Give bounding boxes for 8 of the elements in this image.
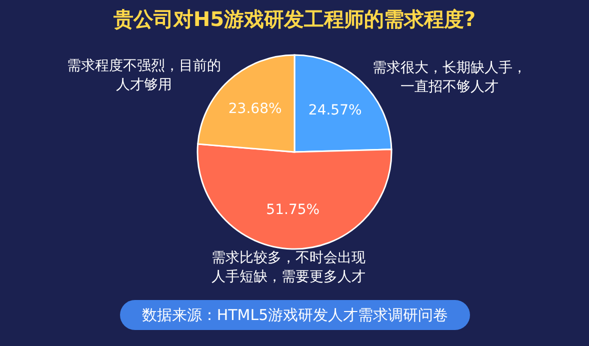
data-label: 23.68%	[228, 101, 282, 118]
slice-label: 需求比较多，不时会出现人手短缺，需要更多人才	[211, 250, 366, 285]
source-note: 数据来源：HTML5游戏研发人才需求调研问卷	[120, 300, 470, 330]
slice-label: 需求程度不强烈，目前的人才够用	[67, 58, 222, 94]
data-label: 24.57%	[308, 102, 362, 118]
data-label: 51.75%	[266, 202, 320, 218]
slice-label: 需求很大，长期缺人手，一直招不够人才	[372, 60, 526, 96]
chart-title: 贵公司对H5游戏研发工程师的需求程度?	[112, 7, 476, 31]
